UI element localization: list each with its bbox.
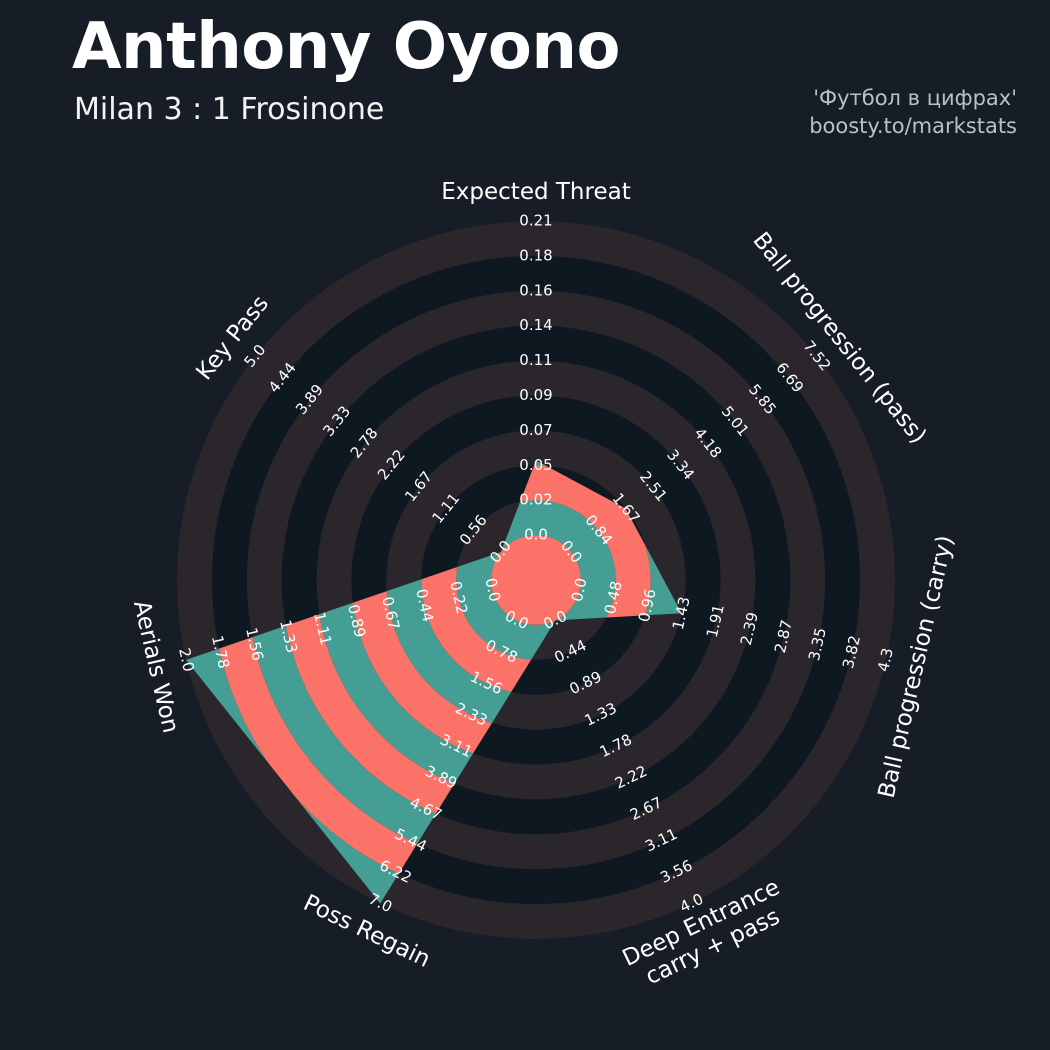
axis-tick-label: 0.0 [524, 526, 548, 544]
axis-tick-label: 0.02 [519, 491, 552, 509]
axis-tick-label: 0.11 [519, 351, 552, 369]
axis-tick-label: 0.0 [568, 576, 591, 603]
credit-block: 'Футбол в цифрах' boosty.to/markstats [809, 84, 1017, 141]
axis-label: Aerials Won [128, 598, 183, 736]
credit-line-1: 'Футбол в цифрах' [813, 86, 1017, 110]
match-subtitle: Milan 3 : 1 Frosinone [74, 92, 385, 127]
center-hub [491, 535, 581, 625]
axis-tick-label: 0.16 [519, 281, 552, 299]
page-title: Anthony Oyono [72, 10, 620, 84]
axis-tick-label: 0.07 [519, 421, 552, 439]
axis-tick-label: 0.21 [519, 212, 552, 230]
axis-tick-label: 2.0 [175, 646, 198, 673]
credit-line-2: boosty.to/markstats [809, 114, 1017, 139]
axis-tick-label: 0.14 [519, 316, 552, 334]
axis-label: Expected Threat [441, 179, 630, 205]
axis-tick-label: 4.3 [874, 646, 897, 673]
axis-tick-label: 0.05 [519, 456, 552, 474]
axis-tick-label: 0.0 [481, 576, 504, 603]
chart-header: Anthony Oyono Milan 3 : 1 Frosinone 'Фут… [0, 0, 1050, 160]
axis-tick-label: 0.18 [519, 246, 552, 264]
axis-tick-label: 0.09 [519, 386, 552, 404]
